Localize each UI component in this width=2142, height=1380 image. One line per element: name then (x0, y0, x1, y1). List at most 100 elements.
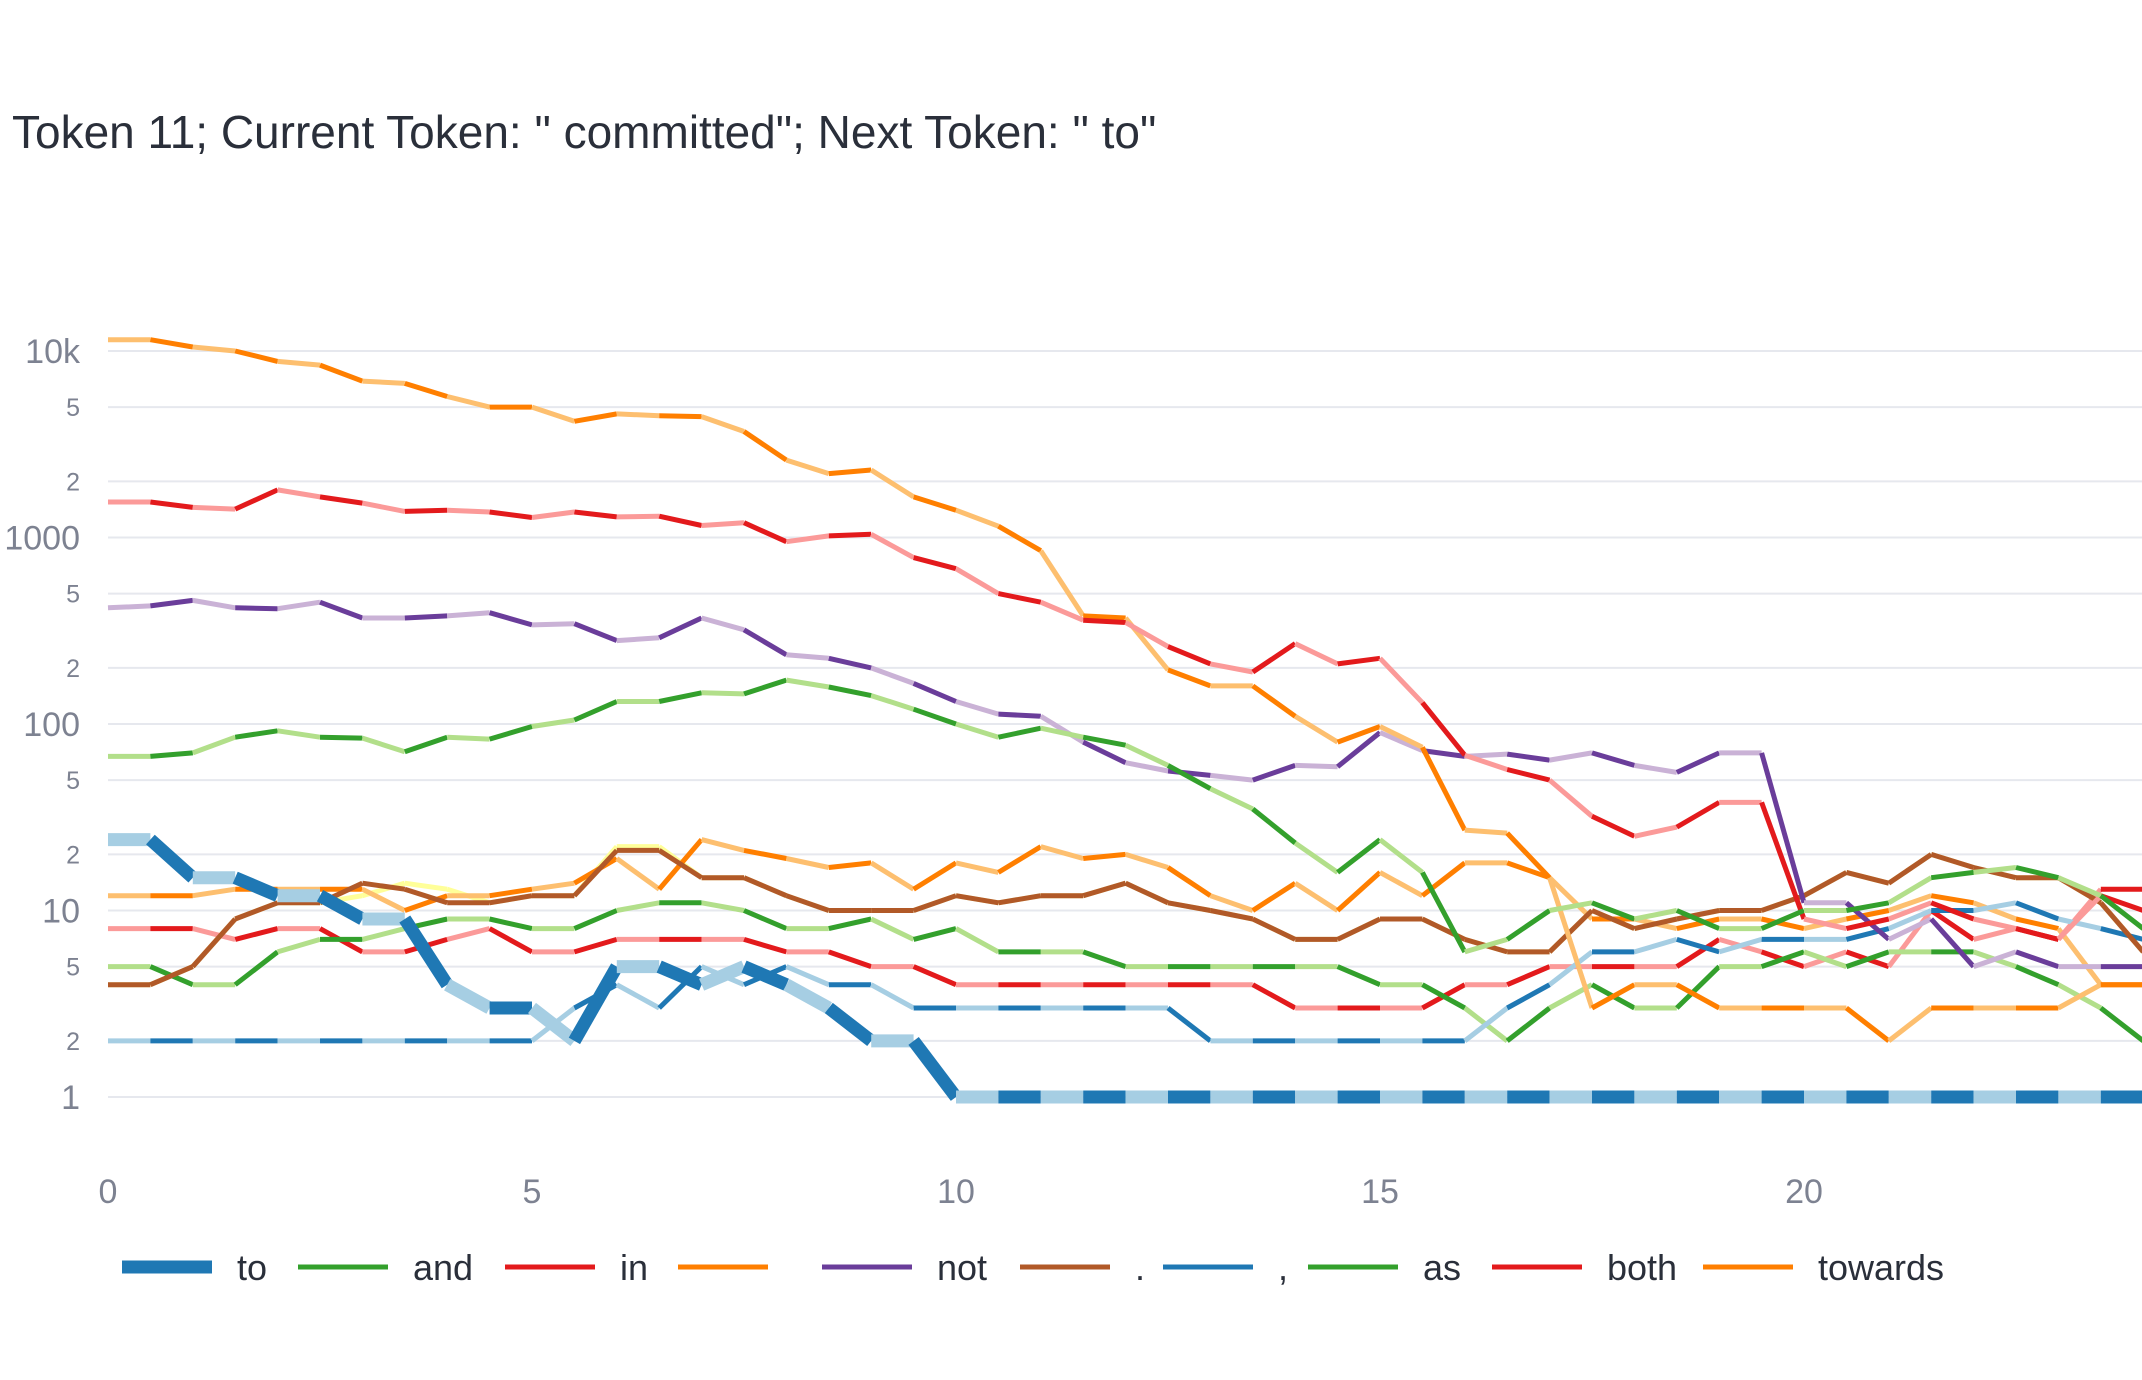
series-segment (1293, 840, 1340, 875)
legend-item[interactable]: , (1163, 1247, 1288, 1288)
series-segment (1166, 763, 1212, 791)
series-segment (828, 916, 872, 932)
legend-item[interactable]: towards (1703, 1247, 1944, 1288)
series-segment (997, 844, 1043, 875)
series-segment (785, 856, 830, 870)
series-segment (783, 979, 832, 1014)
series-segment (404, 507, 448, 514)
series-segment (2099, 893, 2142, 931)
series-segment (616, 635, 660, 644)
series-segment (404, 880, 448, 892)
chart-title: Token 11; Current Token: " committed"; N… (12, 106, 1156, 158)
x-tick-label: 0 (99, 1173, 118, 1211)
series-segment (319, 734, 363, 741)
series-segment (1973, 916, 2017, 932)
series-segment (1038, 549, 1086, 618)
series-segment (743, 847, 787, 861)
series-segment (528, 1002, 579, 1047)
series-segment (1251, 683, 1297, 719)
legend-item[interactable]: in (505, 1247, 648, 1288)
series-segment (658, 513, 703, 528)
y-tick-label: 1 (61, 1079, 80, 1117)
series-segment (700, 414, 745, 434)
series-segment (870, 693, 915, 712)
series-segment (568, 963, 623, 1045)
series-segment (1929, 908, 1976, 942)
series-segment (234, 728, 278, 740)
series-segment (1505, 982, 1551, 1011)
series-segment (701, 900, 745, 913)
series-segment (1337, 655, 1381, 667)
series-segment (1675, 964, 1721, 1010)
series-segment (1082, 739, 1127, 765)
series-segment (656, 960, 705, 991)
series-segment (1294, 641, 1339, 667)
series-segment (1293, 881, 1339, 913)
series-segment (1887, 900, 1933, 922)
series-segment (1506, 860, 1551, 881)
series-segment (319, 494, 363, 506)
series-segment (1887, 893, 1933, 913)
series-segment (1547, 778, 1594, 819)
series-segment (2015, 964, 2060, 987)
series-segment (998, 711, 1041, 719)
legend-label: in (620, 1247, 648, 1288)
series-and-1 (108, 677, 2142, 955)
series-segment (361, 735, 406, 755)
series-segment (192, 504, 236, 512)
legend-item[interactable]: to (122, 1247, 267, 1288)
y-tick-label: 5 (66, 767, 80, 795)
series-segment (701, 690, 745, 697)
legend-item[interactable]: not (822, 1247, 987, 1288)
series-segment (1929, 917, 1976, 969)
series-segment (785, 964, 830, 987)
series-segment (912, 893, 957, 913)
legend-item[interactable]: and (298, 1247, 473, 1288)
series-segment (701, 520, 745, 528)
series-segment (190, 917, 238, 969)
series-segment (824, 1002, 876, 1047)
series-segment (1548, 949, 1594, 987)
series-segment (489, 916, 533, 932)
series-segment (869, 532, 915, 560)
series-segment (1293, 714, 1339, 745)
series-segment (1845, 869, 1890, 886)
series-segment (1506, 767, 1551, 783)
y-tick-label: 1000 (4, 520, 80, 558)
series-segment (743, 677, 788, 697)
series-segment (1930, 869, 1974, 881)
series-segment (1591, 750, 1636, 768)
series-segment (1802, 870, 1848, 898)
series-segment (870, 916, 915, 942)
series-segment (955, 507, 1000, 529)
series-segment (1930, 852, 1975, 870)
series-segment (1676, 937, 1720, 955)
series-segment (2056, 927, 2103, 987)
legend-item[interactable]: as (1308, 1247, 1461, 1288)
series-segment (1759, 801, 1807, 920)
legend-item[interactable]: both (1492, 1247, 1677, 1288)
series-segment (277, 599, 321, 612)
series-segment (1633, 916, 1678, 932)
series-segment (828, 531, 872, 539)
series-segment (1166, 865, 1212, 898)
series-segment (1761, 916, 1805, 932)
series-segment (616, 513, 660, 520)
series-segment (955, 893, 999, 906)
legend-label: as (1423, 1247, 1461, 1288)
series-segment (361, 926, 406, 942)
series-segment (276, 937, 321, 955)
series-segment (1209, 661, 1254, 675)
series-segment (1972, 900, 2017, 922)
series-segment (1209, 786, 1254, 812)
series-segment (1167, 900, 1211, 913)
series-segment (615, 856, 661, 892)
y-tick-label: 10k (25, 333, 81, 371)
series-segment (742, 627, 788, 657)
series-segment (912, 706, 957, 727)
series-segment (912, 494, 957, 513)
plot-area (107, 337, 2142, 1104)
x-tick-label: 20 (1785, 1173, 1823, 1211)
legend-item[interactable]: . (1020, 1247, 1145, 1288)
